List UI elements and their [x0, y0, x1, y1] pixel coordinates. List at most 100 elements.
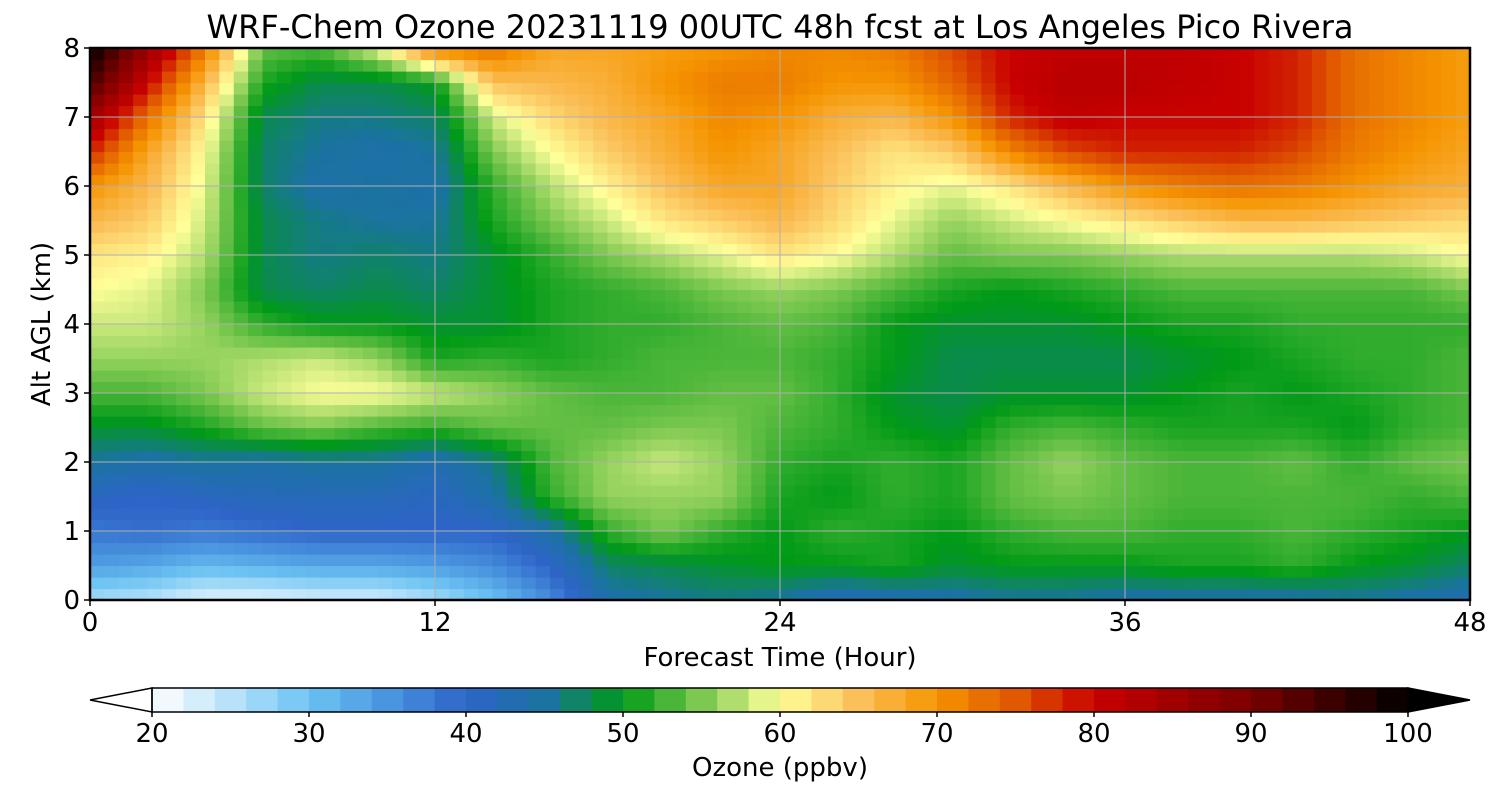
- heatmap-cell: [377, 82, 393, 95]
- heatmap-cell: [1254, 554, 1270, 567]
- heatmap-cell: [262, 128, 278, 141]
- heatmap-cell: [391, 128, 407, 141]
- heatmap-cell: [1254, 450, 1270, 463]
- heatmap-cell: [808, 278, 824, 291]
- heatmap-cell: [1067, 519, 1083, 532]
- heatmap-cell: [1211, 462, 1227, 475]
- heatmap-cell: [1455, 393, 1470, 406]
- heatmap-cell: [1024, 531, 1040, 544]
- heatmap-cell: [1010, 393, 1025, 406]
- heatmap-cell: [823, 94, 839, 107]
- heatmap-cell: [693, 588, 709, 600]
- heatmap-cell: [1268, 347, 1284, 360]
- heatmap-cell: [895, 496, 910, 509]
- heatmap-cell: [1225, 232, 1241, 245]
- heatmap-cell: [866, 554, 882, 567]
- heatmap-cell: [938, 554, 954, 567]
- heatmap-cell: [722, 393, 738, 406]
- heatmap-cell: [248, 232, 264, 245]
- heatmap-cell: [1297, 301, 1313, 314]
- heatmap-cell: [435, 381, 450, 394]
- heatmap-cell: [1297, 439, 1313, 452]
- heatmap-cell: [780, 554, 795, 567]
- heatmap-cell: [751, 588, 767, 600]
- heatmap-cell: [866, 404, 882, 417]
- heatmap-cell: [205, 462, 220, 475]
- heatmap-cell: [1268, 335, 1284, 348]
- heatmap-cell: [305, 324, 321, 337]
- heatmap-cell: [291, 105, 307, 118]
- heatmap-cell: [1053, 370, 1069, 383]
- heatmap-cell: [736, 105, 752, 118]
- heatmap-cell: [1326, 117, 1342, 130]
- heatmap-cell: [1326, 255, 1342, 268]
- heatmap-cell: [722, 577, 738, 590]
- heatmap-cell: [1412, 508, 1428, 521]
- heatmap-cell: [1455, 473, 1470, 486]
- heatmap-cell: [722, 554, 738, 567]
- heatmap-cell: [1225, 531, 1241, 544]
- heatmap-cell: [1096, 186, 1112, 199]
- heatmap-cell: [248, 82, 264, 95]
- heatmap-cell: [147, 565, 163, 578]
- heatmap-cell: [363, 71, 379, 84]
- heatmap-cell: [391, 473, 407, 486]
- heatmap-cell: [679, 347, 695, 360]
- heatmap-cell: [837, 117, 853, 130]
- heatmap-cell: [1110, 450, 1126, 463]
- heatmap-cell: [564, 59, 580, 72]
- heatmap-cell: [952, 151, 968, 164]
- heatmap-cell: [205, 266, 220, 279]
- heatmap-cell: [593, 82, 609, 95]
- heatmap-cell: [650, 508, 666, 521]
- heatmap-cell: [1110, 128, 1126, 141]
- heatmap-cell: [736, 220, 752, 233]
- heatmap-cell: [923, 416, 939, 429]
- heatmap-cell: [895, 301, 910, 314]
- heatmap-cell: [463, 588, 479, 600]
- heatmap-cell: [794, 255, 810, 268]
- heatmap-cell: [176, 163, 192, 176]
- heatmap-cell: [535, 301, 551, 314]
- heatmap-cell: [794, 496, 810, 509]
- heatmap-cell: [1038, 312, 1054, 325]
- heatmap-cell: [1268, 105, 1284, 118]
- heatmap-cell: [320, 335, 335, 348]
- heatmap-cell: [420, 508, 436, 521]
- heatmap-cell: [1110, 220, 1126, 233]
- heatmap-cell: [966, 289, 982, 302]
- heatmap-cell: [1268, 381, 1284, 394]
- heatmap-cell: [90, 439, 105, 452]
- heatmap-cell: [1240, 473, 1255, 486]
- heatmap-cell: [147, 577, 163, 590]
- heatmap-cell: [1369, 324, 1385, 337]
- heatmap-cell: [233, 117, 249, 130]
- heatmap-cell: [449, 381, 465, 394]
- heatmap-cell: [276, 232, 292, 245]
- heatmap-cell: [1383, 324, 1399, 337]
- heatmap-cell: [478, 404, 494, 417]
- heatmap-cell: [981, 588, 997, 600]
- colorbar-tick-label: 70: [920, 719, 953, 749]
- heatmap-cell: [751, 232, 767, 245]
- heatmap-cell: [133, 59, 149, 72]
- heatmap-cell: [550, 393, 565, 406]
- heatmap-cell: [406, 174, 422, 187]
- heatmap-cell: [550, 462, 565, 475]
- heatmap-cell: [320, 163, 335, 176]
- heatmap-cell: [320, 94, 335, 107]
- heatmap-cell: [1268, 82, 1284, 95]
- heatmap-cell: [851, 301, 867, 314]
- heatmap-cell: [851, 370, 867, 383]
- heatmap-cell: [291, 462, 307, 475]
- heatmap-cell: [578, 508, 594, 521]
- heatmap-cell: [1441, 301, 1457, 314]
- heatmap-cell: [1096, 485, 1112, 498]
- heatmap-cell: [1038, 485, 1054, 498]
- heatmap-cell: [1168, 473, 1184, 486]
- heatmap-cell: [808, 186, 824, 199]
- heatmap-cell: [564, 324, 580, 337]
- heatmap-cell: [334, 151, 350, 164]
- heatmap-cell: [1326, 94, 1342, 107]
- heatmap-cell: [923, 439, 939, 452]
